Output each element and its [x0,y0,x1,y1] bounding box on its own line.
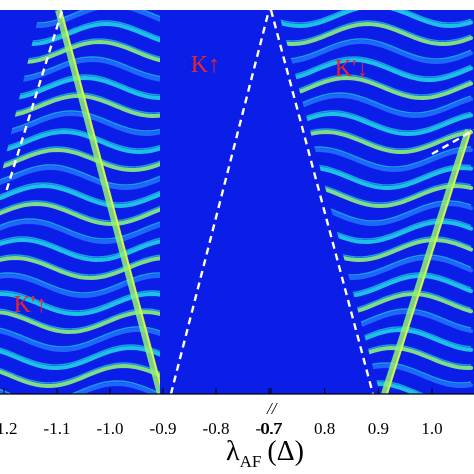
band-curve [278,57,473,83]
annotation-label: K↑ [191,52,220,78]
band-highlight [0,110,160,132]
x-tick-label: 0.8 [314,419,335,438]
x-axis-label-unit: (Δ) [267,436,304,467]
band-highlight [278,38,472,60]
band-curve [278,10,473,29]
x-tick-labels: -1.2 -1.1 -1.0 -0.9 -0.8 -0.70.7 0.8 0.9 1.0 [0,419,443,438]
band-curve [0,57,160,83]
band-curve [0,273,160,299]
band-highlight [0,362,160,384]
band-highlight [0,182,160,204]
x-tick-label: 0.7 [260,419,282,438]
band-curve [0,255,160,281]
x-tick-label: -0.7 [256,419,283,438]
band-edge-core [386,129,472,394]
band-curve [0,328,160,353]
band-highlight [0,200,160,222]
x-tick-label: -0.8 [203,419,230,438]
band-highlight [278,20,472,42]
band-highlight [0,326,160,348]
band-highlight [0,56,160,78]
x-ticks [3,388,433,394]
band-highlight [278,110,472,132]
x-axis-label-symbol: λ [226,436,240,467]
band-highlight [0,128,160,150]
axis-break-mark: // [266,399,279,418]
band-highlight [278,10,472,24]
band-curve [278,75,473,101]
x-tick-label: -0.9 [150,419,177,438]
band-curve [278,21,473,47]
band-highlight [278,92,472,114]
band-curve [0,75,160,101]
band-highlight [0,380,160,394]
band-highlight [0,236,160,258]
band-curve [0,183,160,209]
band-highlight [0,272,160,294]
x-tick-label: -1.2 [0,419,17,438]
boundary-line [269,9,375,395]
x-axis-label-subscript: AF [240,452,262,471]
phase-boundaries [5,9,474,395]
x-tick-label: 1.0 [421,419,442,438]
band-highlight [0,218,160,240]
boundary-line [431,128,474,156]
band-highlight [0,164,160,186]
texture-left [0,10,160,394]
band-curve [0,129,160,155]
band-curve [0,381,160,394]
band-curve [278,40,473,65]
band-curve [0,363,160,389]
x-tick-label: 0.9 [368,419,389,438]
annotations: K↑ K'↑ K'↓ [14,52,369,318]
annotation-label: K'↑ [14,292,48,318]
x-tick-label: -1.1 [44,419,71,438]
band-curve [0,201,160,227]
band-curve [0,219,160,245]
band-highlight [0,74,160,96]
boundary-line [5,9,64,191]
band-curve [0,345,160,371]
band-highlight [278,74,472,96]
band-highlight [0,254,160,276]
annotation-label: K'↓ [335,56,369,82]
band-curve [0,147,160,173]
boundary-line [169,9,271,395]
band-curve [278,112,473,137]
band-curve [0,166,160,191]
band-curve [278,93,473,119]
x-tick-label: -1.0 [97,419,124,438]
band-edge-core [60,10,160,394]
band-highlight [0,146,160,168]
band-highlight [278,56,472,78]
band-curve [0,238,160,263]
x-axis-label: λAF (Δ) [226,436,304,471]
band-highlight [0,344,160,366]
band-edge [381,129,471,394]
band-edge [55,10,160,394]
